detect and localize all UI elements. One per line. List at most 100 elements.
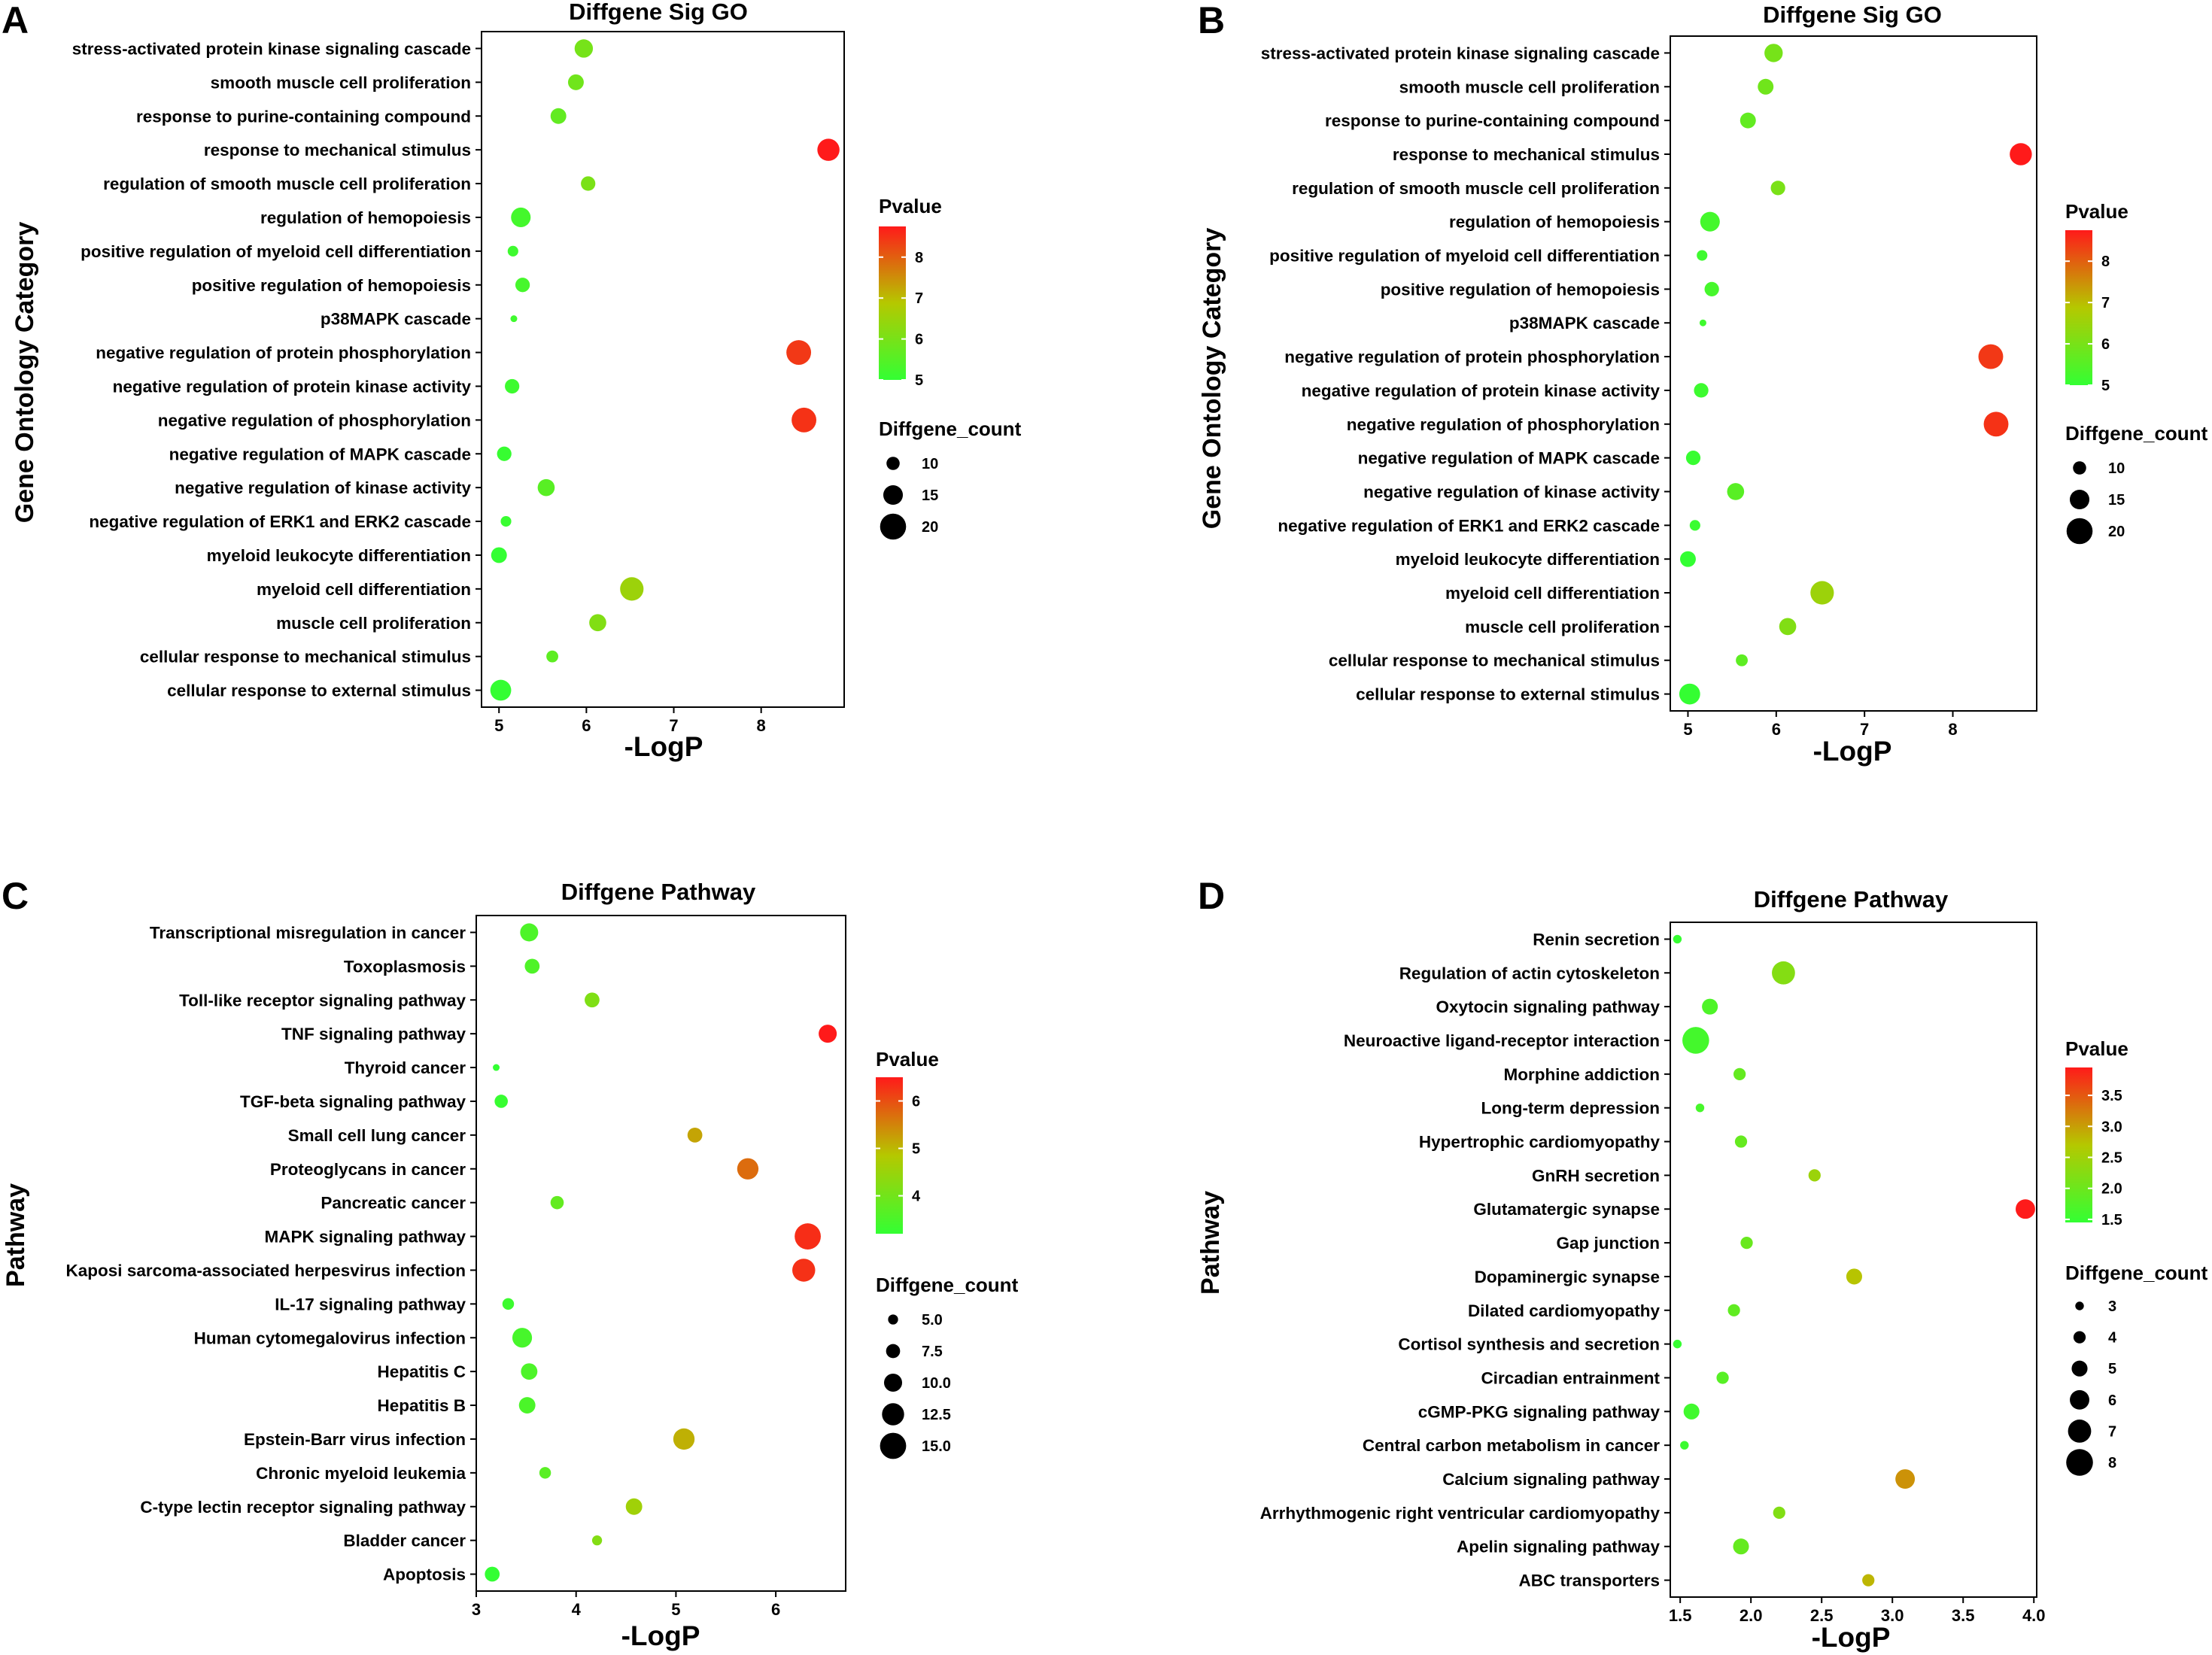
data-point bbox=[1740, 1236, 1753, 1250]
y-tick-label: Human cytomegalovirus infection bbox=[194, 1329, 466, 1347]
data-point bbox=[1983, 411, 2009, 437]
size-legend-dot bbox=[2075, 1301, 2084, 1310]
data-point bbox=[1694, 383, 1709, 398]
data-point bbox=[1740, 112, 1756, 129]
size-legend-label: 10.0 bbox=[922, 1375, 951, 1392]
y-tick-label: myeloid leukocyte differentiation bbox=[207, 546, 471, 565]
colorbar bbox=[876, 1077, 903, 1234]
data-point bbox=[1895, 1469, 1916, 1489]
size-legend-dot bbox=[2071, 1360, 2088, 1377]
x-tick-label: 7 bbox=[1860, 720, 1869, 739]
y-tick-label: negative regulation of ERK1 and ERK2 cas… bbox=[1278, 516, 1660, 535]
legend-color-title: Pvalue bbox=[879, 195, 942, 217]
size-legend-label: 3 bbox=[2108, 1298, 2116, 1315]
x-tick-label: 7 bbox=[669, 716, 678, 735]
y-tick-label: stress-activated protein kinase signalin… bbox=[1261, 44, 1660, 62]
y-tick-label: negative regulation of protein phosphory… bbox=[96, 344, 471, 363]
panel-d: D Diffgene Pathway Pathway -LogP Pvalue … bbox=[1196, 875, 2208, 1653]
data-point bbox=[620, 577, 644, 601]
data-point bbox=[817, 138, 840, 161]
y-tick-label: Long-term depression bbox=[1481, 1099, 1660, 1118]
size-legend-dot bbox=[2073, 1331, 2086, 1344]
y-tick-label: Glutamatergic synapse bbox=[1473, 1200, 1660, 1219]
y-tick-label: smooth muscle cell proliferation bbox=[211, 73, 471, 92]
y-tick-label: negative regulation of MAPK cascade bbox=[1358, 449, 1660, 468]
data-point bbox=[591, 1535, 603, 1546]
data-point bbox=[490, 679, 512, 701]
data-point bbox=[1700, 211, 1720, 232]
data-point bbox=[589, 614, 606, 632]
data-point bbox=[507, 245, 518, 257]
y-tick-label: response to purine-containing compound bbox=[1325, 111, 1660, 130]
size-legend-label: 10 bbox=[2108, 460, 2125, 477]
y-tick-label: negative regulation of protein phosphory… bbox=[1284, 348, 1660, 366]
data-point bbox=[1733, 1067, 1746, 1080]
data-point bbox=[1758, 78, 1774, 95]
colorbar-label: 6 bbox=[2101, 336, 2110, 353]
x-tick-label: 8 bbox=[1948, 720, 1957, 739]
data-point bbox=[505, 378, 520, 394]
legend-color-title: Pvalue bbox=[876, 1048, 939, 1070]
size-legend-dot bbox=[2069, 489, 2090, 510]
size-legend-dot bbox=[880, 1432, 907, 1459]
data-point bbox=[521, 1363, 538, 1380]
y-tick-label: Circadian entrainment bbox=[1481, 1368, 1660, 1387]
data-point bbox=[1862, 1574, 1875, 1587]
y-tick-label: Chronic myeloid leukemia bbox=[256, 1464, 466, 1483]
y-tick-label: Transcriptional misregulation in cancer bbox=[150, 923, 466, 942]
chart-a: stress-activated protein kinase signalin… bbox=[72, 31, 938, 735]
data-point bbox=[502, 1298, 515, 1310]
x-axis-title: -LogP bbox=[1813, 736, 1892, 767]
panel-letter: D bbox=[1198, 875, 1225, 917]
y-tick-label: Pancreatic cancer bbox=[321, 1194, 466, 1213]
colorbar-label: 2.5 bbox=[2101, 1149, 2122, 1166]
y-tick-label: negative regulation of phosphorylation bbox=[158, 411, 471, 430]
colorbar-label: 5 bbox=[912, 1141, 920, 1158]
y-tick-label: TNF signaling pathway bbox=[281, 1025, 466, 1043]
y-tick-label: MAPK signaling pathway bbox=[264, 1228, 466, 1247]
y-tick-label: positive regulation of hemopoiesis bbox=[192, 276, 471, 295]
y-tick-label: negative regulation of kinase activity bbox=[1363, 482, 1660, 501]
data-point bbox=[520, 923, 539, 942]
colorbar-label: 4 bbox=[912, 1189, 921, 1205]
data-point bbox=[493, 1064, 500, 1071]
size-legend-label: 10 bbox=[922, 456, 938, 472]
y-tick-label: Oxytocin signaling pathway bbox=[1436, 998, 1660, 1016]
y-tick-label: Apelin signaling pathway bbox=[1457, 1538, 1661, 1556]
y-tick-label: Cortisol synthesis and secretion bbox=[1398, 1335, 1660, 1354]
data-point bbox=[1716, 1371, 1729, 1384]
y-tick-label: negative regulation of phosphorylation bbox=[1347, 415, 1660, 434]
x-tick-label: 8 bbox=[757, 716, 766, 735]
data-point bbox=[625, 1498, 643, 1515]
colorbar-label: 5 bbox=[2101, 378, 2110, 394]
data-point bbox=[1764, 44, 1783, 62]
data-point bbox=[795, 1223, 821, 1250]
y-tick-label: Toll-like receptor signaling pathway bbox=[179, 991, 466, 1010]
legend-size-title: Diffgene_count bbox=[2065, 422, 2208, 445]
y-tick-label: cellular response to external stimulus bbox=[1356, 685, 1660, 704]
size-legend-dot bbox=[880, 513, 907, 540]
y-tick-label: Thyroid cancer bbox=[345, 1058, 466, 1077]
y-tick-label: Gap junction bbox=[1557, 1234, 1661, 1253]
size-legend-label: 5 bbox=[2108, 1361, 2116, 1377]
chart-title: Diffgene Sig GO bbox=[1763, 2, 1942, 28]
size-legend-dot bbox=[882, 1403, 904, 1426]
y-tick-label: Proteoglycans in cancer bbox=[270, 1160, 466, 1179]
y-tick-label: stress-activated protein kinase signalin… bbox=[72, 39, 471, 58]
y-tick-label: myeloid leukocyte differentiation bbox=[1396, 550, 1660, 569]
x-tick-label: 2.5 bbox=[1810, 1606, 1834, 1625]
data-point bbox=[1699, 319, 1706, 326]
plot-frame bbox=[476, 915, 846, 1592]
y-tick-label: regulation of hemopoiesis bbox=[1449, 213, 1660, 232]
data-point bbox=[737, 1158, 759, 1180]
data-point bbox=[687, 1127, 703, 1143]
y-tick-label: response to purine-containing compound bbox=[136, 107, 471, 126]
colorbar-label: 8 bbox=[2101, 254, 2110, 270]
size-legend-label: 6 bbox=[2108, 1392, 2116, 1409]
size-legend-dot bbox=[888, 1314, 898, 1325]
y-tick-label: Bladder cancer bbox=[343, 1532, 466, 1550]
colorbar-label: 5 bbox=[915, 372, 923, 389]
data-point bbox=[539, 1467, 551, 1479]
data-point bbox=[1679, 683, 1700, 705]
y-tick-label: regulation of smooth muscle cell prolife… bbox=[103, 175, 471, 193]
